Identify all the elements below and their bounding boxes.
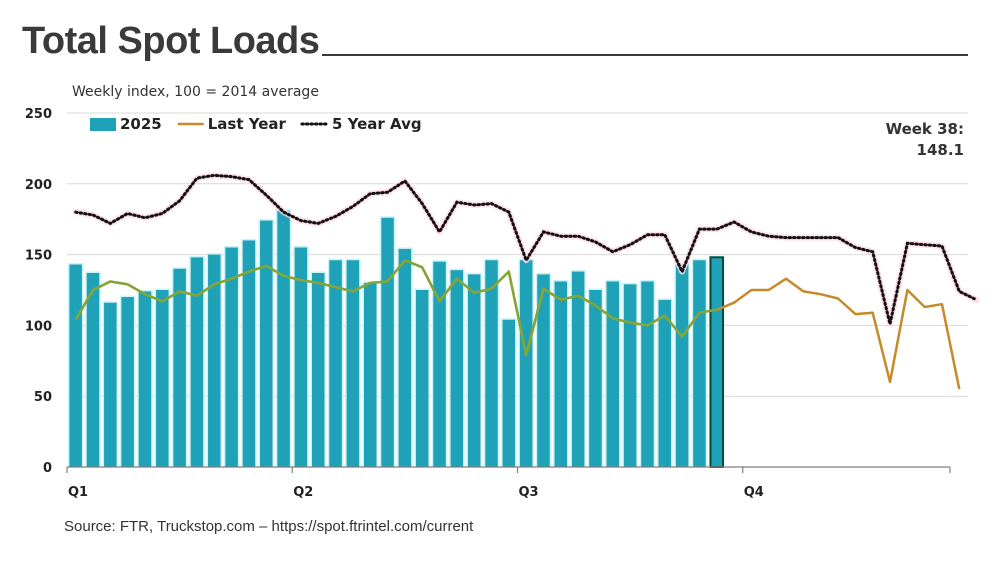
y-tick-label: 50 — [34, 390, 52, 405]
bar-2025 — [693, 260, 706, 467]
bar-2025 — [675, 264, 689, 467]
bar-2025 — [415, 290, 429, 467]
bar-2025 — [190, 257, 204, 467]
legend-swatch-2025 — [90, 118, 116, 131]
bar-2025 — [554, 281, 568, 467]
bar-2025 — [398, 248, 412, 467]
week-callout: Week 38: 148.1 — [886, 119, 964, 161]
x-tick-label: Q4 — [744, 485, 764, 500]
five-year-line — [74, 173, 979, 325]
legend: 2025 Last Year 5 Year Avg — [90, 115, 422, 133]
bar-2025 — [519, 260, 533, 467]
y-tick-label: 200 — [25, 178, 52, 193]
bar-2025 — [260, 220, 273, 467]
chart-subtitle: Weekly index, 100 = 2014 average — [72, 84, 319, 100]
bar-2025 — [658, 299, 672, 467]
y-tick-label: 150 — [25, 249, 52, 264]
x-tick-label: Q1 — [68, 485, 88, 500]
bar-2025 — [606, 281, 620, 467]
bar-2025 — [450, 270, 464, 467]
bar-2025 — [537, 274, 550, 467]
bar-2025 — [709, 256, 724, 468]
legend-label: Last Year — [208, 115, 287, 133]
legend-label: 2025 — [120, 115, 162, 133]
bar-2025 — [485, 260, 498, 467]
last-year-overlap — [74, 259, 718, 357]
bar-2025 — [329, 260, 342, 467]
bar-2025 — [294, 247, 308, 467]
bar-2025 — [208, 254, 221, 467]
bar-2025 — [641, 281, 654, 467]
y-tick-label: 250 — [25, 107, 52, 122]
bar-2025 — [363, 282, 377, 467]
bar-2025 — [346, 260, 360, 467]
bar-2025 — [623, 284, 637, 467]
title-underline — [322, 54, 968, 56]
x-tick-label: Q3 — [519, 485, 539, 500]
y-tick-label: 0 — [43, 461, 52, 476]
y-tick-label: 100 — [25, 319, 52, 334]
chart-title: Total Spot Loads — [22, 20, 320, 62]
bar-2025 — [589, 290, 602, 467]
bar-2025 — [433, 261, 446, 467]
x-tick-label: Q2 — [293, 485, 313, 500]
bar-2025 — [571, 271, 585, 467]
week-callout-value: 148.1 — [916, 141, 964, 159]
bar-2025 — [277, 210, 290, 468]
bar-2025 — [312, 273, 325, 467]
legend-label: 5 Year Avg — [332, 115, 422, 133]
bar-2025 — [121, 297, 134, 467]
bar-2025 — [381, 217, 394, 467]
bar-2025 — [138, 291, 152, 467]
bar-2025 — [104, 302, 117, 467]
bar-2025 — [156, 290, 169, 467]
bar-2025 — [173, 268, 186, 467]
bar-2025 — [467, 274, 481, 467]
week-callout-label: Week 38: — [885, 120, 964, 138]
bar-2025 — [242, 240, 256, 467]
bar-2025 — [69, 264, 82, 467]
source-note: Source: FTR, Truckstop.com – https://spo… — [64, 518, 474, 535]
bar-2025 — [86, 273, 100, 467]
bar-2025 — [502, 319, 516, 467]
bar-2025 — [225, 247, 238, 467]
